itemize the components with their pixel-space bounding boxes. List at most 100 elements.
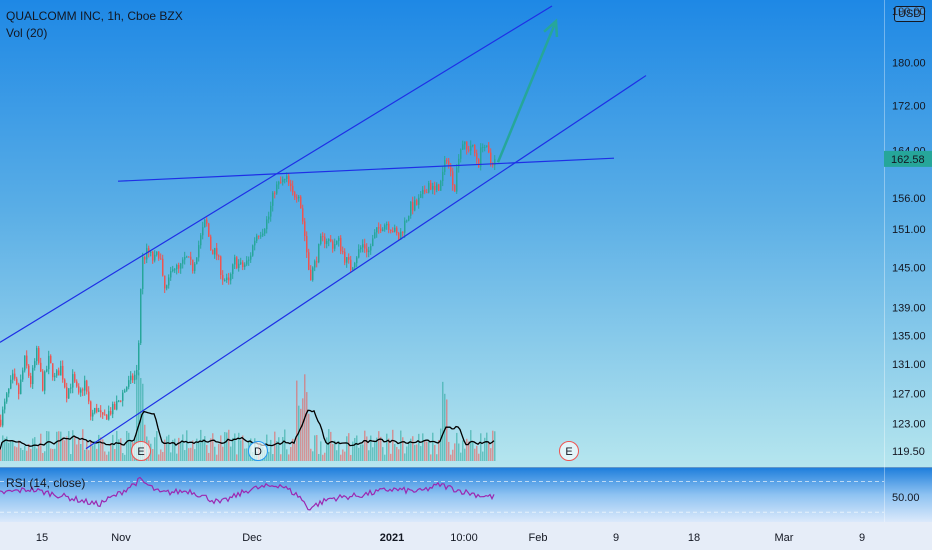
candle-body: [240, 262, 242, 264]
volume-bar: [306, 392, 308, 461]
candle-body: [236, 257, 238, 269]
volume-ma-line: [0, 409, 495, 450]
price-axis[interactable]: 119.50 123.00 127.00 131.00 135.00 139.00 145.…: [892, 6, 926, 504]
candle: [20, 374, 22, 395]
rsi-legend[interactable]: RSI (14, close): [6, 476, 86, 490]
candle-body: [80, 389, 82, 393]
price-tick-label: 123.00: [892, 419, 926, 431]
symbol-legend[interactable]: QUALCOMM INC, 1h, Cboe BZX: [6, 9, 183, 23]
volume-bar: [156, 431, 158, 461]
volume-bar: [448, 441, 450, 461]
volume-bar: [114, 449, 116, 461]
currency-badge[interactable]: USD: [894, 6, 926, 22]
volume-bar: [348, 433, 350, 461]
candle-body: [290, 183, 292, 186]
volume-legend[interactable]: Vol (20): [6, 26, 48, 40]
candle: [328, 238, 330, 247]
candle: [426, 188, 428, 194]
candle: [400, 228, 402, 240]
volume-bar: [98, 434, 100, 461]
candle: [348, 253, 350, 264]
candle-body: [284, 178, 286, 180]
candle: [70, 383, 72, 394]
candle: [34, 358, 36, 371]
candle: [246, 256, 248, 267]
candle: [276, 181, 278, 195]
candle-body: [82, 389, 84, 391]
volume-bar: [26, 450, 28, 461]
candle: [264, 227, 266, 237]
volume-bar: [230, 446, 232, 461]
candle: [238, 259, 240, 272]
candle-body: [10, 379, 12, 389]
volume-bar: [120, 438, 122, 461]
candle: [78, 383, 80, 395]
candle: [222, 270, 224, 285]
candle-body: [326, 240, 328, 244]
volume-bar: [384, 454, 386, 461]
candle: [32, 365, 34, 389]
candle-body: [28, 365, 30, 376]
candle: [0, 414, 2, 428]
price-tag-label: 162.58: [891, 154, 925, 166]
volume-bar: [366, 436, 368, 461]
candle: [132, 373, 134, 383]
candle-body: [52, 363, 54, 378]
candle-body: [38, 348, 40, 363]
volume-bar: [116, 430, 118, 461]
candle: [206, 217, 208, 227]
volume-bar: [122, 453, 124, 461]
candle-body: [410, 201, 412, 216]
candle: [194, 262, 196, 274]
candle: [448, 158, 450, 169]
volume-bar: [90, 441, 92, 461]
candle: [302, 204, 304, 225]
candle-body: [476, 153, 478, 160]
volume-bar: [8, 442, 10, 461]
candle: [116, 395, 118, 411]
candle-body: [56, 370, 58, 376]
projection-arrow: [496, 18, 559, 163]
candle-body: [282, 179, 284, 183]
candle: [370, 243, 372, 255]
candle: [476, 149, 478, 164]
time-axis[interactable]: 15 Nov Dec 2021 10:00 Feb 9 18 Mar 9: [36, 532, 865, 544]
candle: [434, 181, 436, 195]
candle: [368, 246, 370, 258]
candle: [218, 254, 220, 261]
candle-body: [288, 176, 290, 184]
volume-bar: [312, 451, 314, 461]
volume-bar: [194, 449, 196, 461]
candle: [50, 354, 52, 364]
volume-bar: [188, 448, 190, 461]
volume-bar: [394, 444, 396, 461]
time-tick-label: Nov: [111, 532, 131, 544]
candle-body: [276, 184, 278, 194]
candle: [256, 233, 258, 244]
volume-bar: [414, 444, 416, 461]
volume-bar: [30, 448, 32, 461]
candle: [198, 240, 200, 262]
candle: [388, 221, 390, 234]
candle-body: [182, 259, 184, 264]
candle-body: [420, 194, 422, 198]
volume-bar: [292, 438, 294, 461]
volume-bar: [174, 438, 176, 461]
candle: [8, 388, 10, 398]
volume-bar: [456, 432, 458, 461]
candle: [280, 176, 282, 184]
candle: [110, 407, 112, 416]
volume-bar: [296, 380, 298, 461]
candle-body: [464, 141, 466, 145]
volume-bar: [466, 438, 468, 461]
volume-bar: [310, 448, 312, 461]
candle: [272, 191, 274, 212]
candle: [298, 195, 300, 202]
volume-bar: [76, 444, 78, 461]
candle-body: [208, 223, 210, 237]
volume-bar: [68, 431, 70, 461]
volume-bar: [428, 442, 430, 461]
candle-body: [438, 184, 440, 191]
volume-bar: [326, 437, 328, 461]
candle: [306, 231, 308, 258]
